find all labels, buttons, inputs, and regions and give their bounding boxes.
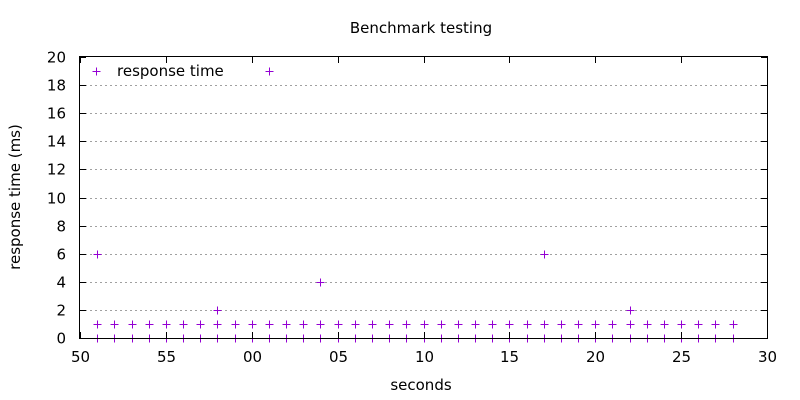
x-tick-label: 05 xyxy=(329,348,348,366)
data-point xyxy=(488,320,497,329)
data-point xyxy=(334,320,343,329)
data-point xyxy=(574,320,583,329)
x-tick-label: 20 xyxy=(586,348,605,366)
x-tick-label: 50 xyxy=(71,348,90,366)
x-axis-title: seconds xyxy=(390,376,451,394)
x-tick-label: 30 xyxy=(758,348,777,366)
data-point xyxy=(110,320,119,329)
data-point xyxy=(437,320,446,329)
data-point xyxy=(557,320,566,329)
data-point xyxy=(711,320,720,329)
data-point xyxy=(213,320,222,329)
plot-frame xyxy=(79,56,768,339)
data-point xyxy=(643,320,652,329)
data-point xyxy=(316,320,325,329)
data-point xyxy=(608,320,617,329)
y-tick-label: 6 xyxy=(56,246,66,264)
data-point xyxy=(179,320,188,329)
y-tick-label: 18 xyxy=(47,77,66,95)
chart-title: Benchmark testing xyxy=(350,19,492,37)
data-point xyxy=(420,320,429,329)
data-point xyxy=(231,320,240,329)
y-tick-label: 10 xyxy=(47,190,66,208)
data-point xyxy=(213,306,222,315)
data-point xyxy=(523,320,532,329)
x-tick-label: 10 xyxy=(415,348,434,366)
y-tick-label: 20 xyxy=(47,49,66,67)
data-point xyxy=(265,67,274,76)
y-tick-label: 8 xyxy=(56,218,66,236)
data-point xyxy=(471,320,480,329)
data-point xyxy=(93,250,102,259)
data-point xyxy=(282,320,291,329)
data-points xyxy=(93,67,738,343)
data-point xyxy=(93,320,102,329)
data-point xyxy=(128,320,137,329)
x-tick-label: 55 xyxy=(157,348,176,366)
data-point xyxy=(248,320,257,329)
x-tick-label: 25 xyxy=(672,348,691,366)
data-point xyxy=(694,320,703,329)
legend-marker xyxy=(92,67,101,76)
data-point xyxy=(402,320,411,329)
legend-label: response time xyxy=(117,62,224,80)
y-tick-label: 0 xyxy=(56,330,66,348)
legend-marker-symbol xyxy=(92,67,101,76)
data-point xyxy=(660,320,669,329)
grid xyxy=(80,85,767,311)
data-point xyxy=(505,320,514,329)
data-point xyxy=(540,250,549,259)
data-point xyxy=(626,306,635,315)
data-point xyxy=(196,320,205,329)
data-point xyxy=(454,320,463,329)
data-point xyxy=(540,320,549,329)
axis-ticks: 0 2 4 6 8 10 12 14 16 18 20 50 55 00 05 10 15 20 25 30 xyxy=(47,49,777,367)
data-point xyxy=(591,320,600,329)
y-tick-label: 12 xyxy=(47,161,66,179)
x-tick-label: 15 xyxy=(500,348,519,366)
data-point xyxy=(299,320,308,329)
data-point xyxy=(626,320,635,329)
data-point xyxy=(368,320,377,329)
data-point xyxy=(677,320,686,329)
x-tick-label: 00 xyxy=(243,348,262,366)
data-point xyxy=(385,320,394,329)
data-point xyxy=(265,320,274,329)
y-tick-label: 4 xyxy=(56,274,66,292)
data-point xyxy=(351,320,360,329)
data-point xyxy=(162,320,171,329)
data-point xyxy=(145,320,154,329)
y-axis-title: response time (ms) xyxy=(6,124,24,270)
legend: response time xyxy=(92,62,224,80)
data-point xyxy=(729,320,738,329)
y-tick-label: 2 xyxy=(56,302,66,320)
y-tick-label: 16 xyxy=(47,105,66,123)
data-point xyxy=(316,278,325,287)
y-tick-label: 14 xyxy=(47,133,66,151)
